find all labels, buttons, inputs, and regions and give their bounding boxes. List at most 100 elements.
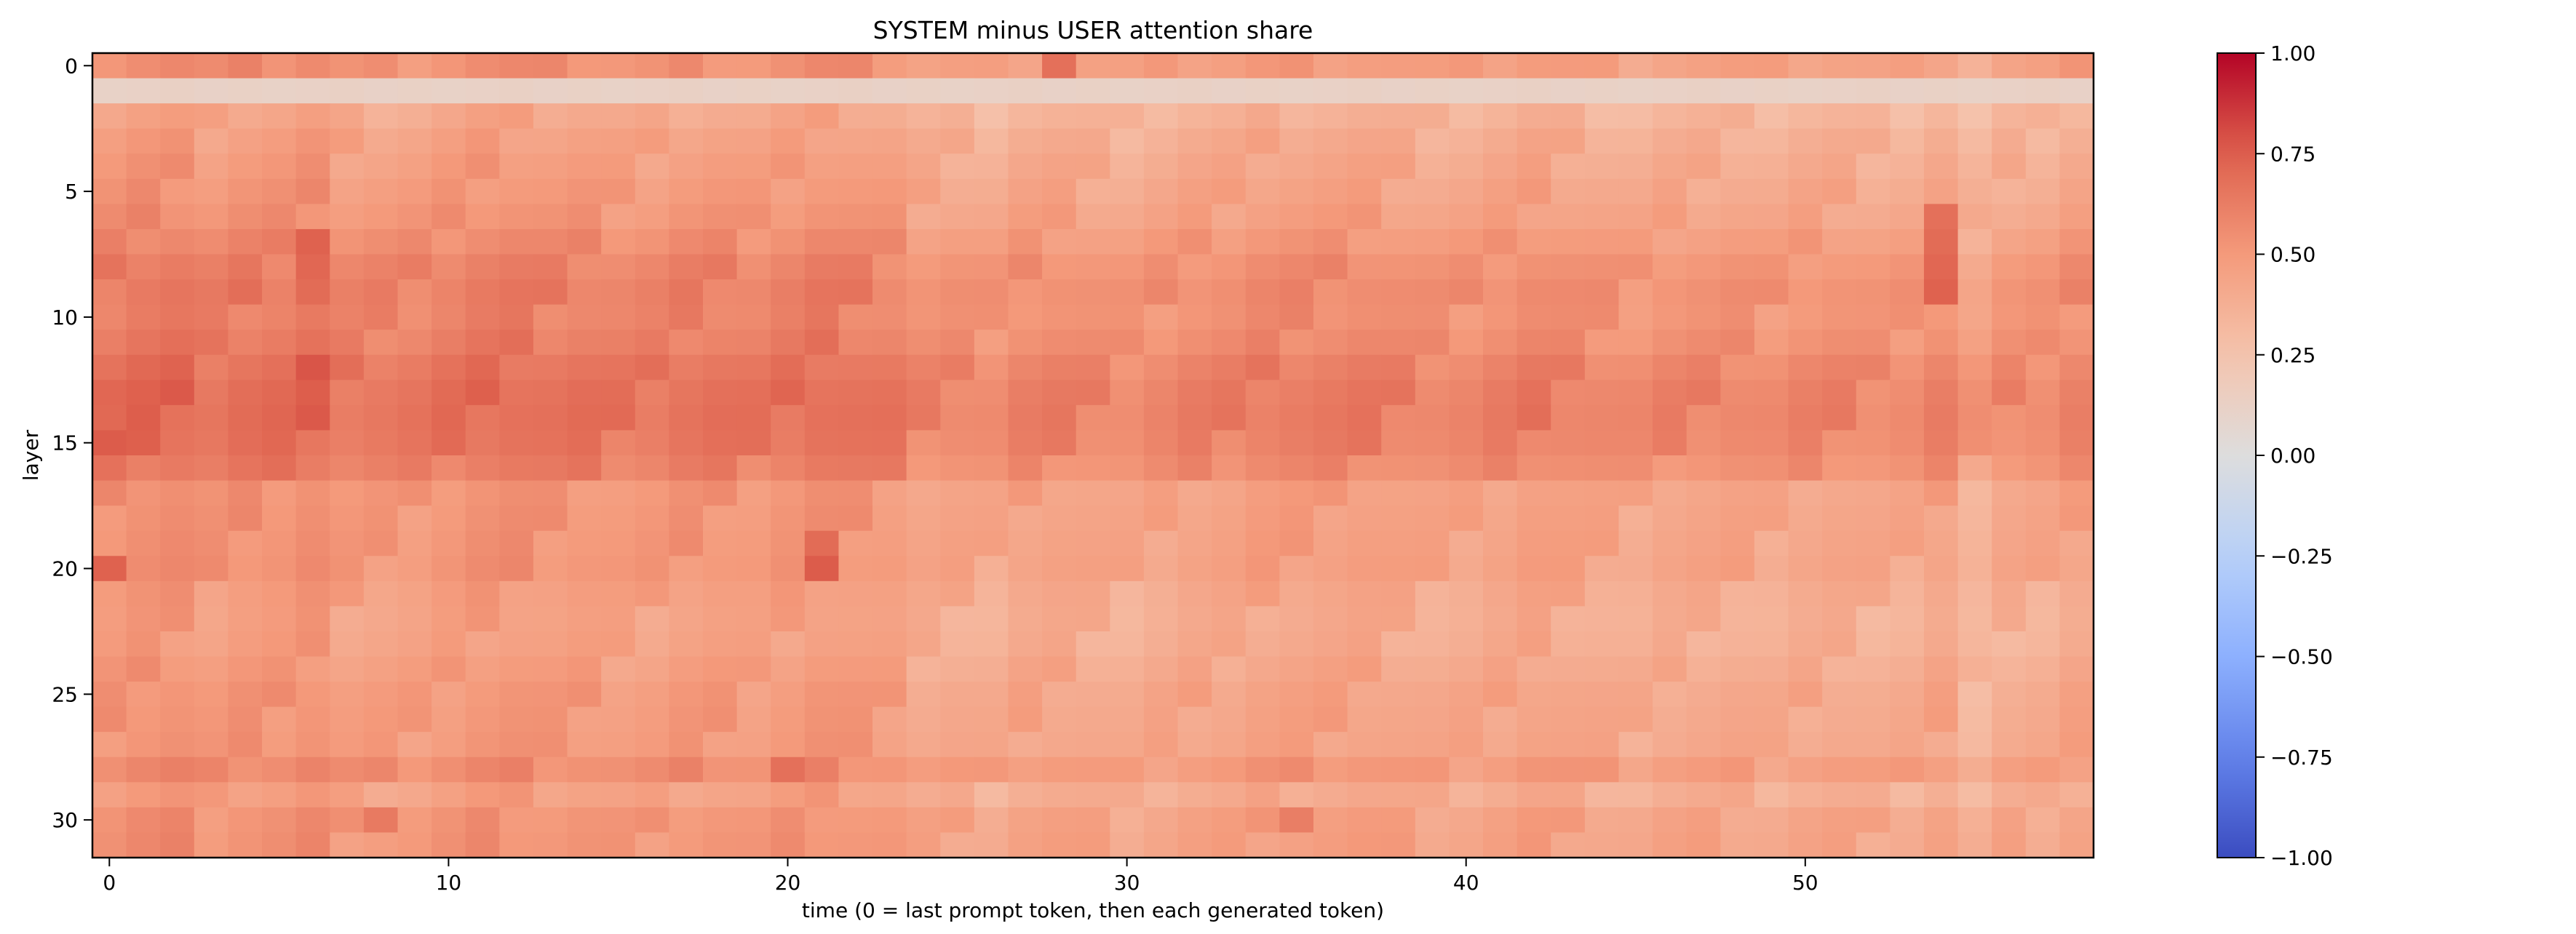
heatmap-cell <box>1042 732 1077 758</box>
heatmap-cell <box>1449 530 1484 556</box>
heatmap-cell <box>1076 330 1110 356</box>
heatmap-cell <box>2059 682 2094 708</box>
heatmap-cell <box>1279 656 1314 682</box>
heatmap-cell <box>1143 807 1179 834</box>
heatmap-cell <box>1618 782 1653 808</box>
heatmap-cell <box>1245 304 1280 330</box>
heatmap-cell <box>940 228 975 255</box>
heatmap-cell <box>1279 254 1314 280</box>
heatmap-cell <box>228 304 263 330</box>
heatmap-cell <box>838 228 873 255</box>
heatmap-cell <box>533 656 568 682</box>
heatmap-cell <box>1347 53 1382 79</box>
heatmap-cell <box>533 455 568 482</box>
heatmap-cell <box>1245 606 1280 632</box>
heatmap-cell <box>194 279 229 306</box>
heatmap-cell <box>1856 354 1891 380</box>
heatmap-cell <box>601 682 636 708</box>
heatmap-cell <box>1143 430 1179 456</box>
heatmap-cell <box>1822 606 1857 632</box>
heatmap-cell <box>1177 404 1212 431</box>
heatmap-cell <box>1720 656 1755 682</box>
heatmap-cell <box>635 832 669 858</box>
heatmap-cell <box>1653 254 1687 280</box>
heatmap-cell <box>1143 757 1179 783</box>
heatmap-cell <box>635 380 669 406</box>
heatmap-cell <box>940 506 975 532</box>
heatmap-cell <box>2025 153 2060 180</box>
heatmap-cell <box>1347 656 1382 682</box>
heatmap-cell <box>1042 178 1077 204</box>
heatmap-cell <box>804 128 840 154</box>
heatmap-cell <box>702 204 738 230</box>
heatmap-cell <box>1516 228 1551 255</box>
heatmap-cell <box>1788 304 1823 330</box>
heatmap-cell <box>702 530 738 556</box>
heatmap-cell <box>262 732 297 758</box>
heatmap-cell <box>92 330 127 356</box>
heatmap-cell <box>1788 832 1823 858</box>
heatmap-cell <box>432 354 466 380</box>
heatmap-cell <box>635 556 669 582</box>
heatmap-cell <box>1788 380 1823 406</box>
colorbar-tick-label: −0.50 <box>2270 645 2333 669</box>
heatmap-cell <box>940 53 975 79</box>
heatmap-cell <box>906 455 941 482</box>
heatmap-cell <box>669 506 704 532</box>
heatmap-cell <box>940 580 975 607</box>
heatmap-cell <box>1653 279 1687 306</box>
heatmap-cell <box>1415 204 1450 230</box>
heatmap-cell <box>804 404 840 431</box>
heatmap-cell <box>1856 78 1891 104</box>
heatmap-cell <box>974 304 1009 330</box>
heatmap-cell <box>1110 606 1145 632</box>
heatmap-cell <box>228 832 263 858</box>
heatmap-cell <box>1551 682 1586 708</box>
heatmap-cell <box>567 178 602 204</box>
heatmap-cell <box>432 304 466 330</box>
heatmap-cell <box>1177 330 1212 356</box>
heatmap-cell <box>1177 506 1212 532</box>
heatmap-cell <box>160 204 195 230</box>
heatmap-cell <box>1822 706 1857 733</box>
heatmap-cell <box>1653 606 1687 632</box>
heatmap-cell <box>940 78 975 104</box>
heatmap-cell <box>804 304 840 330</box>
heatmap-cell <box>635 103 669 129</box>
heatmap-cell <box>838 78 873 104</box>
heatmap-cell <box>1788 103 1823 129</box>
heatmap-cell <box>1076 631 1110 658</box>
heatmap-cell <box>1347 330 1382 356</box>
heatmap-cell <box>432 153 466 180</box>
heatmap-cell <box>1923 228 1959 255</box>
heatmap-cell <box>194 178 229 204</box>
heatmap-cell <box>1923 682 1959 708</box>
heatmap-cell <box>432 706 466 733</box>
heatmap-cell <box>228 506 263 532</box>
heatmap-cell <box>432 103 466 129</box>
heatmap-cell <box>771 354 806 380</box>
heatmap-cell <box>1449 228 1484 255</box>
heatmap-cell <box>601 380 636 406</box>
heatmap-cell <box>262 103 297 129</box>
heatmap-cell <box>92 807 127 834</box>
heatmap-cell <box>330 580 365 607</box>
heatmap-cell <box>2059 330 2094 356</box>
heatmap-cell <box>1856 304 1891 330</box>
heatmap-cell <box>126 455 161 482</box>
heatmap-cell <box>1516 178 1551 204</box>
heatmap-cell <box>1923 404 1959 431</box>
heatmap-cell <box>1720 832 1755 858</box>
heatmap-cell <box>1313 455 1348 482</box>
heatmap-cell <box>1347 204 1382 230</box>
heatmap-cell <box>2059 455 2094 482</box>
heatmap-cell <box>1957 128 1992 154</box>
heatmap-cell <box>295 204 330 230</box>
heatmap-cell <box>2059 404 2094 431</box>
heatmap-cell <box>2025 304 2060 330</box>
heatmap-cell <box>702 128 738 154</box>
heatmap-cell <box>499 78 534 104</box>
heatmap-cell <box>126 631 161 658</box>
heatmap-cell <box>974 782 1009 808</box>
heatmap-cell <box>194 556 229 582</box>
